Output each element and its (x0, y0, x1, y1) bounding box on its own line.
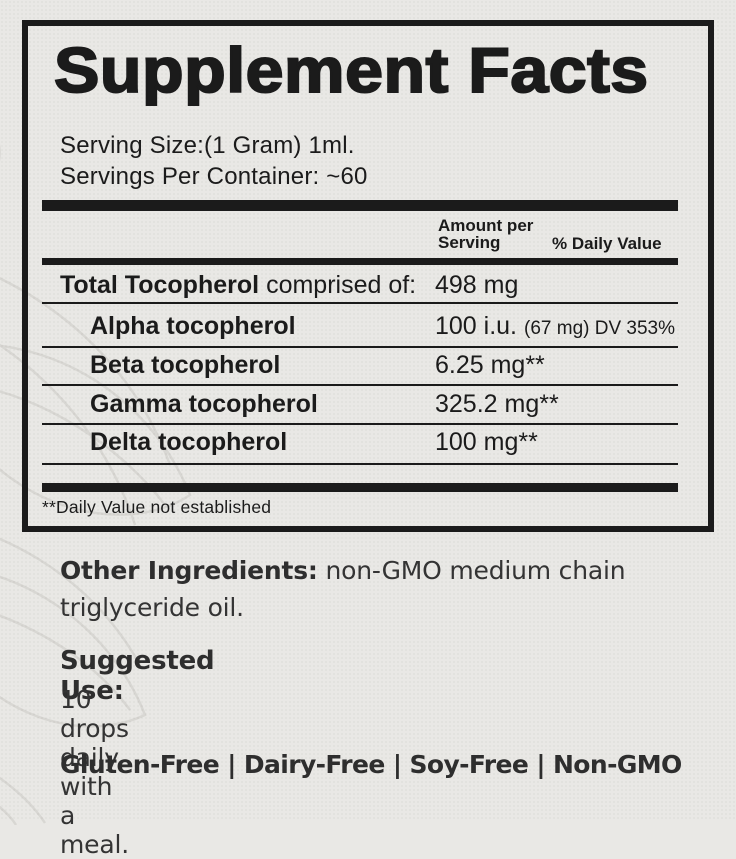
table-row-alpha-amount: 100 i.u. (67 mg) DV 353% (435, 312, 676, 341)
serving-info: Serving Size:(1 Gram) 1ml. Servings Per … (60, 130, 368, 192)
daily-value-header: % Daily Value (552, 234, 662, 253)
other-ingredients-label: Other Ingredients: (60, 556, 318, 585)
nutrient-name: Alpha tocopherol (90, 312, 296, 340)
thick-divider-top (42, 200, 678, 211)
nutrient-name: Gamma tocopherol (90, 390, 318, 418)
serving-size-label: Serving Size: (60, 132, 204, 159)
table-row-gamma-amount: 325.2 mg** (435, 390, 559, 418)
table-row-beta-label: Beta tocopherol (90, 351, 281, 380)
row-divider (42, 384, 678, 386)
other-ingredients: Other Ingredients: non-GMO medium chain … (60, 552, 645, 626)
daily-value-footnote: **Daily Value not established (42, 497, 272, 517)
table-row-beta-amount: 6.25 mg** (435, 351, 545, 379)
nutrient-amount: 100 i.u. (435, 312, 518, 340)
panel-title: Supplement Facts (53, 36, 649, 106)
amount-per-serving-header: Amount per Serving (438, 217, 533, 251)
nutrient-name: Beta tocopherol (90, 351, 281, 379)
table-row-total-amount: 498 mg (435, 271, 519, 299)
serving-size-value: (1 Gram) 1ml. (204, 132, 355, 159)
table-row-alpha-label: Alpha tocopherol (90, 312, 296, 341)
nutrient-suffix: comprised of: (266, 271, 417, 299)
table-row-total-label: Total Tocopherol comprised of: (60, 271, 417, 300)
nutrient-name: Delta tocopherol (90, 428, 288, 456)
table-row-gamma-label: Gamma tocopherol (90, 390, 318, 419)
thick-divider-bottom (42, 483, 678, 492)
amount-header-line1: Amount per (438, 216, 534, 235)
table-row-delta-amount: 100 mg** (435, 428, 538, 456)
row-divider (42, 302, 678, 304)
servings-value: ~60 (326, 163, 368, 190)
servings-per-container-line: Servings Per Container: ~60 (60, 161, 368, 192)
servings-label: Servings Per Container: (60, 163, 320, 190)
nutrient-note: (67 mg) DV 353% (524, 318, 676, 339)
row-divider (42, 423, 678, 425)
supplement-facts-panel: Supplement Facts Serving Size:(1 Gram) 1… (22, 20, 714, 532)
amount-header-line2: Serving (438, 233, 501, 252)
row-divider (42, 346, 678, 348)
claims-line: Gluten-Free | Dairy-Free | Soy-Free | No… (60, 750, 682, 779)
row-divider (42, 463, 678, 465)
table-row-delta-label: Delta tocopherol (90, 428, 288, 457)
nutrient-name: Total Tocopherol (60, 271, 260, 299)
thick-divider-header (42, 258, 678, 265)
serving-size-line: Serving Size:(1 Gram) 1ml. (60, 130, 368, 161)
